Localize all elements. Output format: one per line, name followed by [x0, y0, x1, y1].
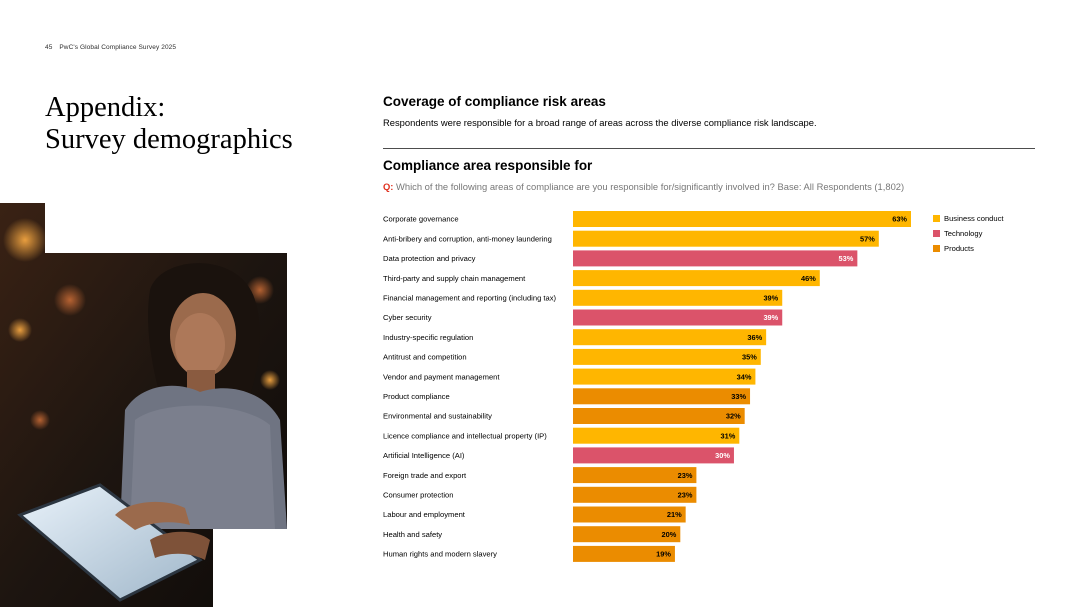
- value-label: 21%: [667, 510, 682, 519]
- value-label: 23%: [678, 491, 693, 500]
- bar-row-third-party-and-supply-chain-management: Third-party and supply chain management 4…: [383, 270, 820, 287]
- bar-row-product-compliance: Product compliance 33%: [383, 388, 751, 405]
- value-label: 63%: [892, 215, 907, 224]
- value-label: 39%: [763, 294, 778, 303]
- page-header: 45 PwC's Global Compliance Survey 2025: [45, 44, 176, 51]
- legend-swatch-products: [933, 245, 940, 252]
- category-label: Licence compliance and intellectual prop…: [383, 431, 547, 440]
- chart-legend: Business conduct Technology Products: [933, 211, 1004, 256]
- bar: [573, 230, 879, 247]
- bar: [573, 289, 783, 306]
- value-label: 20%: [662, 530, 677, 539]
- category-label: Health and safety: [383, 530, 442, 539]
- bar: [573, 270, 820, 287]
- category-label: Vendor and payment management: [383, 372, 500, 381]
- value-label: 30%: [715, 451, 730, 460]
- value-label: 23%: [678, 471, 693, 480]
- bar: [573, 486, 697, 503]
- value-label: 31%: [721, 431, 736, 440]
- bar: [573, 408, 745, 424]
- section-divider: [383, 148, 1035, 149]
- bar-row-human-rights-and-modern-slavery: Human rights and modern slavery 19%: [383, 545, 675, 562]
- bar-row-financial-management-and-reporting-including-tax: Financial management and reporting (incl…: [383, 289, 783, 306]
- legend-swatch-business-conduct: [933, 215, 940, 222]
- bar: [573, 506, 686, 523]
- bar: [573, 329, 767, 346]
- value-label: 53%: [839, 254, 854, 263]
- value-label: 46%: [801, 274, 816, 283]
- compliance-area-bar-chart: Corporate governance 63% Anti-bribery and …: [383, 211, 911, 562]
- value-label: 19%: [656, 550, 671, 559]
- category-label: Human rights and modern slavery: [383, 550, 497, 559]
- category-label: Artificial Intelligence (AI): [383, 451, 465, 460]
- bar-row-antitrust-and-competition: Antitrust and competition 35%: [383, 348, 761, 365]
- bar: [573, 309, 783, 326]
- bar-row-labour-and-employment: Labour and employment 21%: [383, 506, 686, 523]
- chart-question: Q: Which of the following areas of compl…: [383, 181, 904, 192]
- category-label: Anti-bribery and corruption, anti-money …: [383, 234, 552, 243]
- category-label: Antitrust and competition: [383, 353, 467, 362]
- page-title: Appendix: Survey demographics: [45, 92, 345, 156]
- legend-label-technology: Technology: [944, 229, 983, 238]
- category-label: Foreign trade and export: [383, 471, 467, 480]
- chart-heading: Compliance area responsible for: [383, 158, 593, 173]
- value-label: 33%: [731, 392, 746, 401]
- bar-row-anti-bribery-and-corruption-anti-money-laundering: Anti-bribery and corruption, anti-money …: [383, 230, 879, 247]
- legend-label-business-conduct: Business conduct: [944, 214, 1004, 223]
- category-label: Environmental and sustainability: [383, 412, 492, 421]
- bar-row-data-protection-and-privacy: Data protection and privacy 53%: [383, 250, 858, 267]
- value-label: 39%: [763, 313, 778, 322]
- category-label: Industry-specific regulation: [383, 333, 473, 342]
- legend-item-business-conduct: Business conduct: [933, 211, 1004, 226]
- bar-row-environmental-and-sustainability: Environmental and sustainability 32%: [383, 408, 745, 424]
- value-label: 32%: [726, 412, 741, 421]
- category-label: Third-party and supply chain management: [383, 274, 526, 283]
- legend-label-products: Products: [944, 244, 974, 253]
- bar: [573, 368, 756, 385]
- legend-swatch-technology: [933, 230, 940, 237]
- category-label: Financial management and reporting (incl…: [383, 294, 557, 303]
- question-prefix: Q:: [383, 181, 394, 192]
- document-title: PwC's Global Compliance Survey 2025: [59, 44, 177, 51]
- bar: [573, 447, 734, 464]
- category-label: Corporate governance: [383, 215, 459, 224]
- section-description: Respondents were responsible for a broad…: [383, 117, 817, 128]
- bar: [573, 526, 681, 543]
- woman-with-tablet-photo: [0, 203, 287, 607]
- category-label: Product compliance: [383, 392, 450, 401]
- category-label: Data protection and privacy: [383, 254, 476, 263]
- legend-item-technology: Technology: [933, 226, 1004, 241]
- page-number: 45: [45, 44, 53, 51]
- value-label: 36%: [747, 333, 762, 342]
- page-title-line-2: Survey demographics: [45, 124, 293, 155]
- bar-row-consumer-protection: Consumer protection 23%: [383, 486, 697, 503]
- bar-row-vendor-and-payment-management: Vendor and payment management 34%: [383, 368, 756, 385]
- bar-row-licence-compliance-and-intellectual-property-ip: Licence compliance and intellectual prop…: [383, 427, 740, 444]
- section-heading: Coverage of compliance risk areas: [383, 94, 606, 109]
- bar: [573, 348, 761, 365]
- bar: [573, 211, 911, 227]
- bar: [573, 545, 675, 562]
- bar-row-health-and-safety: Health and safety 20%: [383, 526, 681, 543]
- category-label: Labour and employment: [383, 510, 466, 519]
- bar-row-foreign-trade-and-export: Foreign trade and export 23%: [383, 467, 697, 484]
- legend-item-products: Products: [933, 241, 1004, 256]
- bar: [573, 467, 697, 484]
- question-text: Which of the following areas of complian…: [396, 181, 905, 192]
- bar-row-artificial-intelligence-ai: Artificial Intelligence (AI) 30%: [383, 447, 734, 464]
- bar-row-corporate-governance: Corporate governance 63%: [383, 211, 911, 227]
- category-label: Consumer protection: [383, 491, 454, 500]
- category-label: Cyber security: [383, 313, 432, 322]
- value-label: 35%: [742, 353, 757, 362]
- bar-row-cyber-security: Cyber security 39%: [383, 309, 783, 326]
- value-label: 57%: [860, 234, 875, 243]
- value-label: 34%: [737, 372, 752, 381]
- bar: [573, 427, 740, 444]
- bar: [573, 250, 858, 267]
- bar-row-industry-specific-regulation: Industry-specific regulation 36%: [383, 329, 767, 346]
- page-title-line-1: Appendix:: [45, 92, 166, 123]
- bar: [573, 388, 751, 405]
